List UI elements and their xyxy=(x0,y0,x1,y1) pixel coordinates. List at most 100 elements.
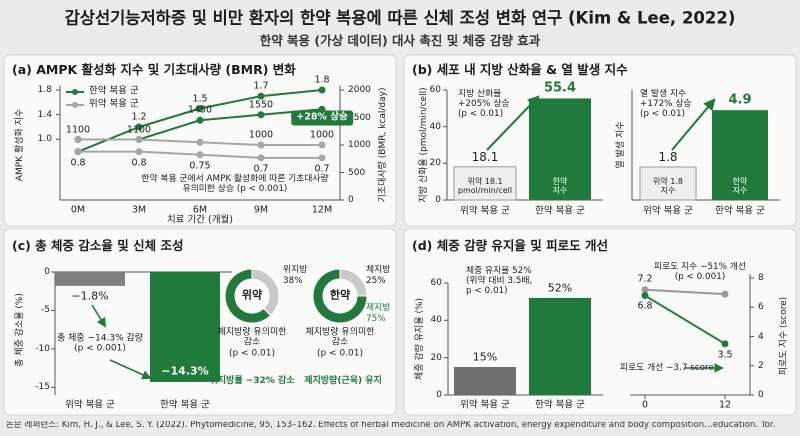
point xyxy=(257,111,265,119)
point xyxy=(257,154,265,162)
donut-slice xyxy=(312,268,368,324)
value-label: 1.5 xyxy=(192,93,208,105)
y2-axis-label: 기초대사량 (BMR, kcal/day) xyxy=(377,87,388,203)
center-label: 한약 xyxy=(329,288,351,302)
y-tick-label: 1.4 xyxy=(37,109,52,120)
y2-tick-label: 2000 xyxy=(348,84,371,95)
bar-text: 위약 1.8 지수 xyxy=(653,176,683,195)
bar-text: 위약 18.1 pmol/min/cell xyxy=(457,176,513,195)
subtitle: 한약 복용 (가상 데이터) 대사 촉진 및 체중 감량 효과 xyxy=(259,32,541,48)
y2-tick-label: 1500 xyxy=(348,112,371,123)
bar xyxy=(150,272,220,382)
legend-label: 한약 복용 군 xyxy=(89,85,139,97)
point xyxy=(641,292,649,300)
y-tick-label: 0 xyxy=(436,389,442,400)
annotation: +28% 상승 xyxy=(291,110,353,126)
point xyxy=(318,154,326,162)
annotation: 제지방량(근육) 유지 xyxy=(304,375,382,386)
bar-text: 한약 지수 xyxy=(732,176,748,195)
arrow xyxy=(671,98,716,151)
x-axis-label: 치료 기간 (개월) xyxy=(167,214,233,226)
y-tick-label: 0 xyxy=(435,194,441,205)
annotation: 지방 산화율 +205% 상승 (p < 0.01) xyxy=(458,88,510,120)
y-tick-label: 60 xyxy=(429,84,441,95)
y-tick-label: -15 xyxy=(35,382,50,393)
value-label: 7.2 xyxy=(637,273,653,285)
value-label: −14.3% xyxy=(161,364,209,378)
point xyxy=(257,92,265,100)
annotation: 위지방률 −32% 감소 xyxy=(209,375,295,386)
value-label: 0.7 xyxy=(314,163,330,175)
slice-label: 제지방 xyxy=(366,302,391,313)
arrow xyxy=(109,359,152,380)
legend-label: 위약 복용 군 xyxy=(89,98,139,110)
point xyxy=(318,86,326,94)
x-tick-label: 12 xyxy=(718,399,732,411)
annotation: 한약 복용 군에서 AMPK 활성화에 따른 기초대사량 유의미한 상승 (p … xyxy=(141,173,329,194)
y-tick-label: 0 xyxy=(758,389,764,400)
line xyxy=(644,294,726,345)
y2-tick-label: 500 xyxy=(348,167,366,178)
panel-title: (c) 총 체중 감소율 및 신체 조성 xyxy=(12,237,184,253)
x-tick-label: 위약 복용 군 xyxy=(460,205,510,217)
bar xyxy=(639,166,697,201)
bar-text: 한약 지수 xyxy=(552,176,568,195)
x-tick-label: 위약 복용 군 xyxy=(460,399,510,411)
y-axis-label: 열 발생 지수 xyxy=(615,121,626,169)
value-label: 1550 xyxy=(248,99,274,111)
value-label: 1000 xyxy=(248,129,274,141)
value-label: 3.5 xyxy=(717,349,733,361)
point xyxy=(135,136,143,143)
value-label: 1100 xyxy=(65,124,91,136)
point xyxy=(135,123,143,131)
point xyxy=(257,141,265,149)
value-label: 1.2 xyxy=(131,111,147,123)
line xyxy=(644,288,726,296)
panel-title: (a) AMPK 활성화 지수 및 기초대사량 (BMR) 변화 xyxy=(12,61,296,77)
point xyxy=(721,340,729,348)
annotation: 열 발생 지수 +172% 상승 (p < 0.01) xyxy=(640,88,692,120)
y-axis-label: 체중 감량 유지율 (%) xyxy=(414,297,425,381)
bar xyxy=(454,367,516,395)
y-tick-label: 40 xyxy=(429,121,441,132)
y-tick-label: 4 xyxy=(758,331,764,342)
x-tick-label: 위약 복용 군 xyxy=(65,399,115,411)
center-label: 위약 xyxy=(241,288,263,302)
value-label: 1450 xyxy=(187,104,213,116)
y-tick-label: 20 xyxy=(429,158,441,169)
annotation: 체지방량 유의미한 감소 (p < 0.01) xyxy=(305,327,375,359)
value-label: 6.8 xyxy=(637,300,653,312)
x-tick-label: 12M xyxy=(311,204,333,216)
x-tick-label: 한약 복용 군 xyxy=(715,205,765,217)
point xyxy=(74,136,82,143)
value-label: 1100 xyxy=(126,124,152,136)
value-label: 52% xyxy=(547,281,573,295)
value-label: 0.8 xyxy=(131,157,147,169)
value-label: 0.8 xyxy=(70,157,86,169)
y-tick-label: 60 xyxy=(430,277,442,288)
legend-marker xyxy=(72,89,78,95)
y-tick-label: -5 xyxy=(41,305,50,316)
x-tick-label: 위약 복용 군 xyxy=(643,205,693,217)
y-tick-label: 2 xyxy=(758,360,764,371)
annotation: 총 체중 −14.3% 감량 (p < 0.001) xyxy=(56,333,144,354)
bar xyxy=(529,98,591,200)
value-label: 18.1 xyxy=(471,149,499,164)
annotation: 체지방량 유의미한 감소 (p < 0.01) xyxy=(217,327,287,359)
point xyxy=(318,141,326,149)
annotation: 체중 유지율 52% (위약 대비 3.5배, p < 0.01) xyxy=(466,265,533,297)
point xyxy=(74,148,82,156)
slice-value: 75% xyxy=(366,313,386,324)
legend-marker xyxy=(72,102,78,108)
slice-value: 25% xyxy=(366,275,386,286)
y-tick-label: 0 xyxy=(44,266,50,277)
y-tick-label: 8 xyxy=(758,272,764,283)
point xyxy=(196,138,204,146)
annotation: 피로도 지수 −51% 개선 (p < 0.001) xyxy=(654,261,746,282)
title: 갑상선기능저하증 및 비만 환자의 한약 복용에 따른 신체 조성 변화 연구 … xyxy=(64,8,736,28)
slice-value: 38% xyxy=(283,275,303,286)
y-axis-label: 지방 산화율 (pmol/min/cell) xyxy=(418,87,429,203)
value-label: −1.8% xyxy=(71,289,109,303)
bar xyxy=(453,166,517,201)
